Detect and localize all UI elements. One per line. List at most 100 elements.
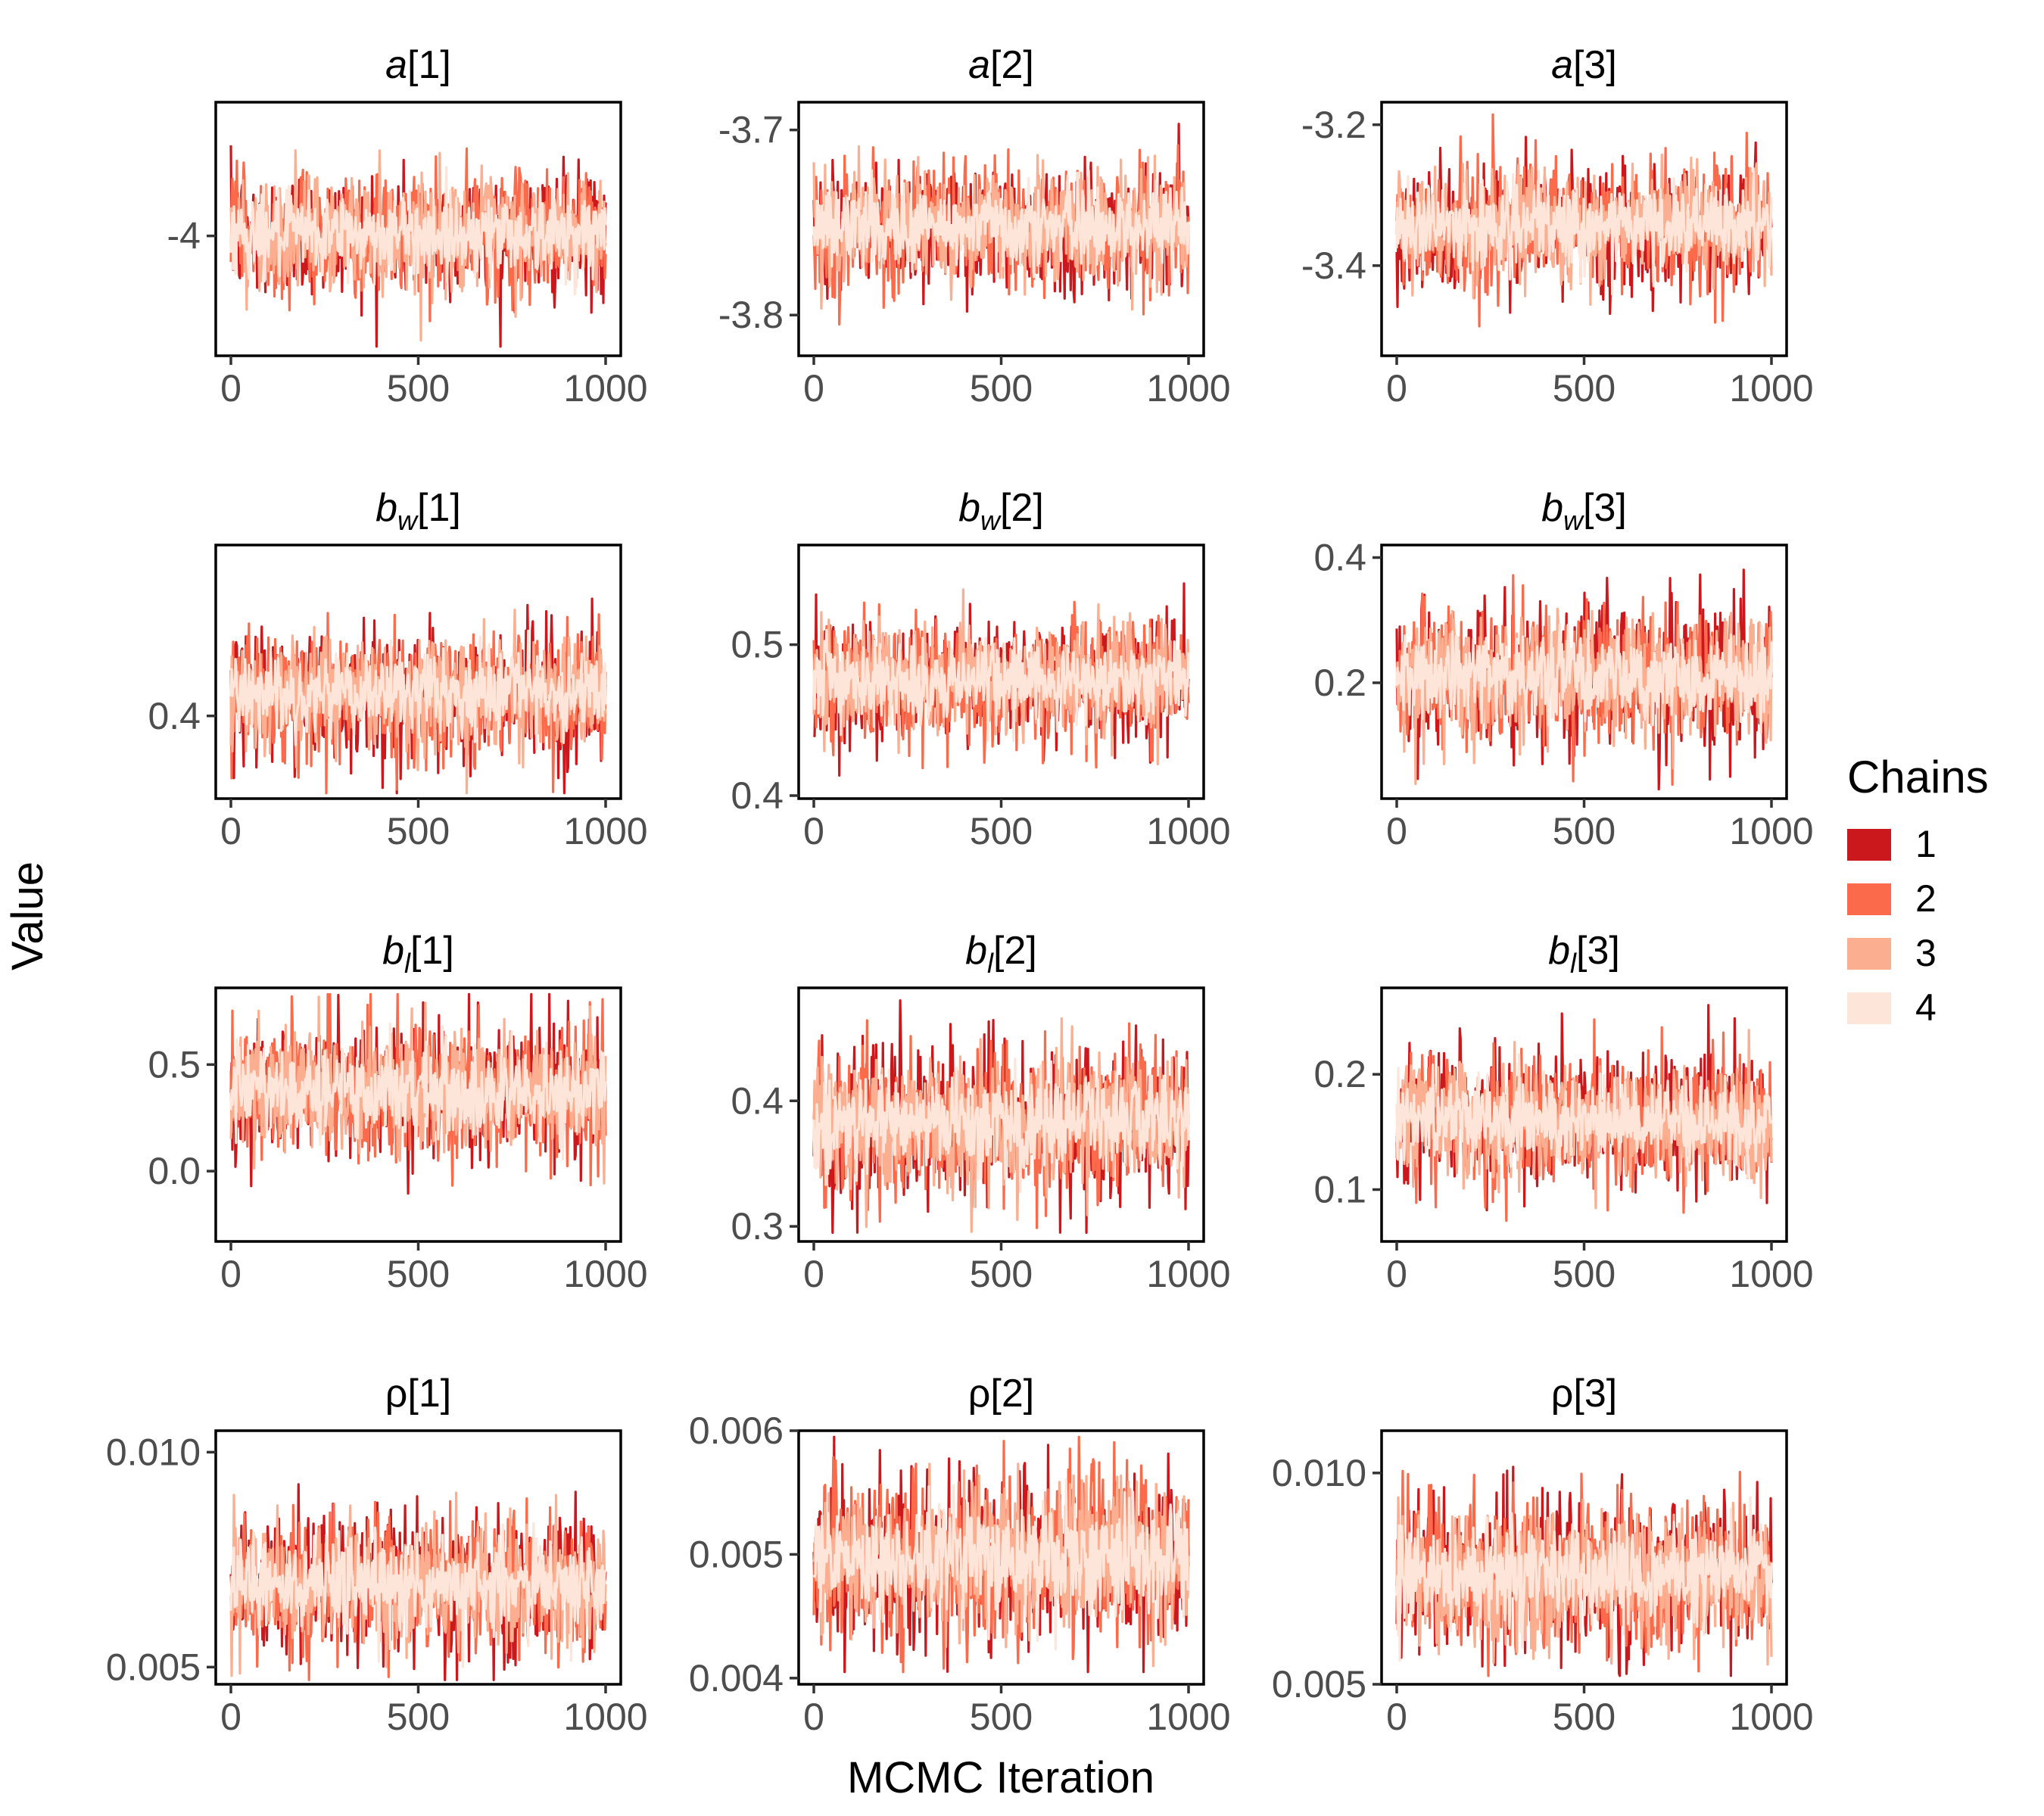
y-tick-label: 0.010 <box>1272 1452 1366 1494</box>
x-tick-label: 1000 <box>1729 1253 1813 1295</box>
panel-9: 0 500 1000 0.2 0.1 bl[3] <box>1313 929 1813 1295</box>
panel-title: bw[1] <box>375 486 461 536</box>
panel-title: ρ[3] <box>1551 1372 1617 1416</box>
x-tick-label: 500 <box>970 367 1033 410</box>
panel-title: ρ[1] <box>385 1372 451 1416</box>
panel-traces <box>812 582 1190 777</box>
y-tick-label: 0.4 <box>1313 537 1366 579</box>
legend-label: 1 <box>1915 823 1937 865</box>
y-axis-title: Value <box>3 861 52 970</box>
chain-legend: Chains 1 2 3 4 <box>1847 752 1989 1029</box>
x-tick-label: 0 <box>803 810 824 852</box>
y-tick-label: 0.006 <box>689 1410 784 1452</box>
panel-7: 0 500 1000 0.5 0.0 bl[1] <box>148 929 647 1295</box>
x-tick-label: 1000 <box>1729 810 1813 852</box>
x-tick-label: 500 <box>1553 1253 1616 1295</box>
x-tick-label: 1000 <box>1146 1696 1230 1738</box>
x-tick-label: 0 <box>803 1696 824 1738</box>
x-tick-label: 1000 <box>1729 367 1813 410</box>
x-tick-label: 500 <box>387 1696 450 1738</box>
x-tick-label: 1000 <box>563 1253 647 1295</box>
legend-key-chain-3 <box>1847 938 1891 970</box>
x-tick-label: 0 <box>1386 810 1407 852</box>
y-tick-label: -3.4 <box>1301 245 1366 287</box>
y-tick-label: 0.4 <box>148 695 201 737</box>
panel-traces <box>229 1483 607 1681</box>
y-tick-label: 0.5 <box>731 624 784 666</box>
x-tick-label: 0 <box>220 810 241 852</box>
x-tick-label: 0 <box>803 1253 824 1295</box>
y-tick-label: -3.2 <box>1301 104 1366 146</box>
panel-title: bl[1] <box>382 929 454 979</box>
trace-chain-4 <box>229 1522 607 1668</box>
panel-5: 0 500 1000 0.5 0.4 bw[2] <box>731 486 1230 852</box>
x-tick-label: 0 <box>1386 1253 1407 1295</box>
x-tick-label: 500 <box>387 367 450 410</box>
panel-8: 0 500 1000 0.4 0.3 bl[2] <box>731 929 1230 1295</box>
x-tick-label: 500 <box>970 810 1033 852</box>
y-tick-label: 0.005 <box>106 1646 201 1688</box>
y-tick-label: -4 <box>167 215 201 257</box>
legend-label: 2 <box>1915 877 1937 920</box>
panel-traces <box>229 992 607 1195</box>
panel-title: a[1] <box>385 43 451 87</box>
x-tick-label: 500 <box>387 1253 450 1295</box>
panel-1: 0 500 1000 -4 a[1] <box>167 43 648 410</box>
x-tick-label: 0 <box>220 1696 241 1738</box>
panel-title: ρ[2] <box>968 1372 1034 1416</box>
y-tick-label: 0.3 <box>731 1205 784 1248</box>
y-tick-label: 0.005 <box>1272 1663 1366 1705</box>
x-tick-label: 1000 <box>1729 1696 1813 1738</box>
panel-title: bw[2] <box>958 486 1044 536</box>
trace-chain-4 <box>812 629 1190 743</box>
x-tick-label: 500 <box>1553 1696 1616 1738</box>
x-tick-label: 500 <box>970 1696 1033 1738</box>
trace-chain-3 <box>229 609 607 795</box>
panel-6: 0 500 1000 0.4 0.2 bw[3] <box>1313 486 1813 852</box>
x-tick-label: 1000 <box>1146 1253 1230 1295</box>
legend-key-chain-1 <box>1847 829 1891 861</box>
x-tick-label: 1000 <box>1146 810 1230 852</box>
y-tick-label: 0.010 <box>106 1431 201 1473</box>
y-tick-label: 0.4 <box>731 1079 784 1122</box>
x-tick-label: 500 <box>1553 810 1616 852</box>
panel-title: a[3] <box>1551 43 1617 87</box>
y-tick-label: 0.0 <box>148 1150 201 1192</box>
y-tick-label: 0.2 <box>1313 1053 1366 1095</box>
panel-title: bw[3] <box>1541 486 1627 536</box>
trace-chain-4 <box>1395 619 1773 735</box>
legend-label: 4 <box>1915 986 1937 1029</box>
panel-grid: 0 500 1000 -4 a[1] 0 500 1000 -3.7 -3.8 a[2] 0 500 10… <box>106 43 1814 1738</box>
trace-chain-4 <box>1395 167 1773 296</box>
panel-11: 0 500 1000 0.006 0.005 0.004 ρ[2] <box>689 1372 1231 1738</box>
y-tick-label: -3.7 <box>718 109 784 151</box>
y-tick-label: 0.5 <box>148 1043 201 1086</box>
trace-chain-4 <box>229 1022 607 1160</box>
trace-chain-4 <box>1395 1496 1773 1662</box>
trace-chain-4 <box>229 166 607 296</box>
panel-traces <box>812 999 1190 1234</box>
trace-chain-4 <box>1395 1053 1773 1179</box>
y-tick-label: -3.8 <box>718 294 784 336</box>
x-tick-label: 500 <box>1553 367 1616 410</box>
legend-label: 3 <box>1915 932 1937 974</box>
legend-key-chain-2 <box>1847 883 1891 915</box>
panel-3: 0 500 1000 -3.2 -3.4 a[3] <box>1301 43 1814 410</box>
x-tick-label: 0 <box>1386 1696 1407 1738</box>
x-tick-label: 500 <box>970 1253 1033 1295</box>
panel-10: 0 500 1000 0.010 0.005 ρ[1] <box>106 1372 648 1738</box>
x-tick-label: 0 <box>220 1253 241 1295</box>
x-tick-label: 500 <box>387 810 450 852</box>
panel-traces <box>1395 568 1773 791</box>
panel-4: 0 500 1000 0.4 bw[1] <box>148 486 647 852</box>
panel-title: bl[3] <box>1548 929 1620 979</box>
legend-key-chain-4 <box>1847 992 1891 1024</box>
x-axis-title: MCMC Iteration <box>847 1753 1154 1802</box>
x-tick-label: 1000 <box>563 810 647 852</box>
trace-chain-4 <box>812 1058 1190 1193</box>
x-tick-label: 0 <box>1386 367 1407 410</box>
panel-title: a[2] <box>968 43 1034 87</box>
y-tick-label: 0.2 <box>1313 662 1366 704</box>
x-tick-label: 1000 <box>1146 367 1230 410</box>
